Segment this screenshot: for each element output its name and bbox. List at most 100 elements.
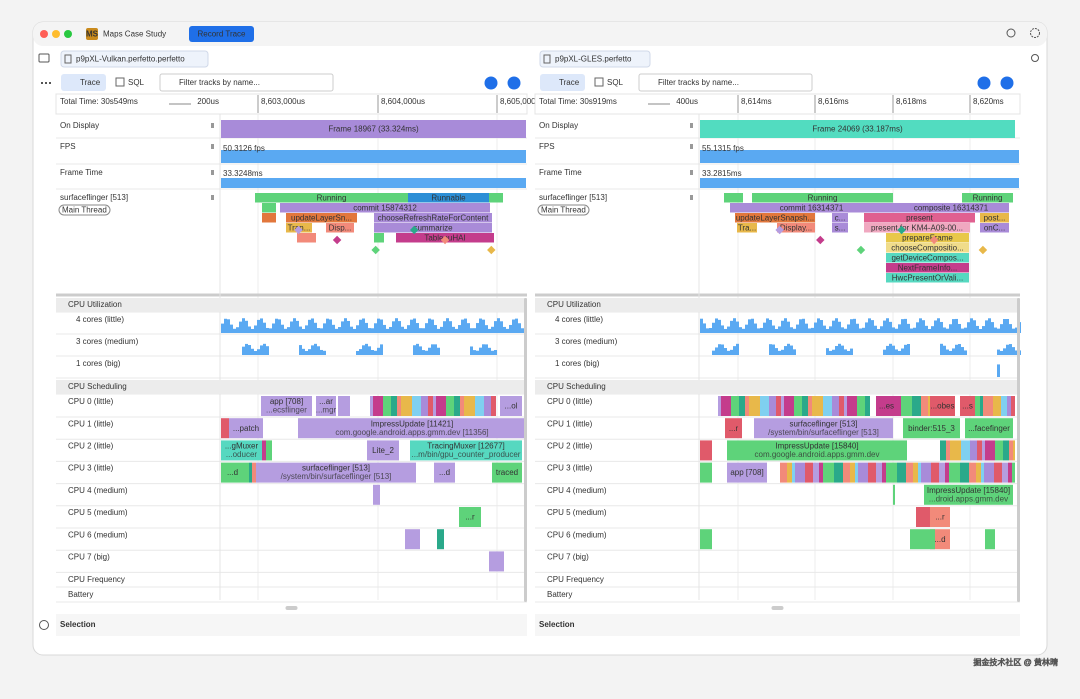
h-scrollbar [771,606,784,610]
thread-tag-text: Main Thread [62,206,107,215]
close[interactable] [40,30,48,38]
util-bar [886,318,889,333]
util-bar [488,347,491,355]
slice-label: Tra... [738,223,756,232]
util-bar [769,319,772,333]
frame-time-value: 33.2815ms [702,169,742,178]
util-bar [766,318,769,333]
util-bar [242,318,245,333]
util-bar [925,325,928,333]
util-bar [784,318,787,333]
title-bar [33,22,1047,46]
util-bar [790,345,793,355]
pin-icon [690,144,693,149]
slice-label: HwcPresentOrVali... [892,273,963,282]
util-bar [841,327,844,333]
slice-label: ...facefinger [968,424,1010,433]
util-bar [485,325,488,333]
util-bar [739,327,742,333]
util-bar [398,321,401,333]
slice-label: app [708] [270,397,303,406]
settings-icon[interactable] [1030,28,1040,38]
ruler-label: 8,618ms [896,97,927,106]
slice-label: ImpressUpdate [15840] [927,486,1010,495]
util-bar [892,327,895,333]
util-bar [458,325,461,333]
ruler-label: 8,620ms [973,97,1004,106]
util-bar [1000,350,1003,355]
sched-slice [262,440,266,461]
sched-slice [412,396,421,416]
util-bar [847,350,850,355]
util-bar [431,344,434,355]
help-icon[interactable] [507,76,521,90]
help-icon[interactable] [1000,76,1014,90]
sched-slice [252,462,256,483]
util-bar [260,345,263,355]
group-label: CPU Scheduling [547,382,606,391]
slice-label: summarize [413,223,453,232]
slice-label: present [906,213,933,222]
sched-slice [981,462,984,483]
core-label: 4 cores (little) [76,315,124,324]
info-icon[interactable] [39,620,49,630]
cpu-label: CPU 5 (medium) [547,508,607,517]
util-bar [455,328,458,333]
search-icon[interactable] [1006,28,1016,38]
util-bar [733,346,736,355]
util-bar [305,325,308,333]
sched-slice [244,462,249,483]
util-bar [748,319,751,333]
util-bar [263,322,266,333]
cpu-label: CPU 4 (medium) [547,486,607,495]
util-bar [452,326,455,333]
file-icon [543,54,551,64]
minimize[interactable] [52,30,60,38]
zoom[interactable] [64,30,72,38]
util-bar [841,345,844,355]
bell-icon[interactable] [1031,54,1039,62]
util-bar [401,326,404,333]
sched-slice [982,440,985,461]
sched-slice [812,396,823,416]
util-bar [778,326,781,333]
util-bar [395,318,398,333]
util-bar [308,349,311,355]
slice [262,213,276,223]
folder-icon[interactable] [38,53,50,63]
record-button-text[interactable]: Record Trace [197,30,246,39]
sql-button-text: SQL [128,78,145,87]
util-bar [838,321,841,333]
help-icon[interactable] [484,76,498,90]
slice-label: Frame 18967 (33.324ms) [328,125,419,134]
slice [725,418,742,439]
util-bar [422,328,425,333]
help-icon[interactable] [977,76,991,90]
util-bar [266,327,269,333]
track-label: FPS [60,142,76,151]
util-bar [730,349,733,355]
slice [727,462,767,483]
util-bar [1000,324,1003,333]
util-bar [787,343,790,355]
slice [960,396,975,416]
slice-label: ...patch [233,424,259,433]
sched-slice [994,462,1002,483]
util-bar [844,328,847,333]
sched-slice [813,462,819,483]
filter-placeholder: Filter tracks by name... [658,78,739,87]
util-bar [323,323,326,333]
slice-sublabel: com.google.android.apps.gmm.dev [755,450,880,459]
util-bar [811,327,814,333]
sched-slice [858,462,868,483]
util-bar [416,323,419,333]
sched-slice [995,440,1003,461]
slice [903,418,960,439]
project-name: Maps Case Study [103,30,166,39]
util-bar [754,323,757,333]
util-bar [814,322,817,333]
util-bar [287,327,290,333]
util-bar [919,318,922,333]
slice-label: present for KM4-A09-00... [871,223,963,232]
cpu-label: CPU 6 (medium) [547,530,607,539]
